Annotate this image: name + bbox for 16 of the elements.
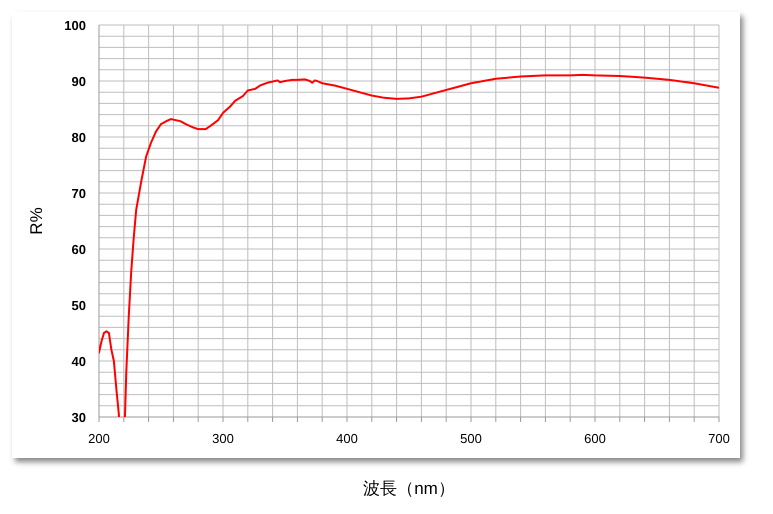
x-tick-label: 600: [584, 431, 606, 446]
x-axis-title: 波長（nm）: [363, 479, 455, 498]
y-tick-label: 80: [72, 130, 86, 145]
x-tick-label: 500: [460, 431, 482, 446]
y-tick-label: 70: [72, 186, 86, 201]
x-tick-label: 300: [212, 431, 234, 446]
y-tick-label: 50: [72, 298, 86, 313]
y-tick-label: 30: [72, 410, 86, 425]
y-tick-label: 90: [72, 74, 86, 89]
y-axis-title: R%: [27, 207, 46, 235]
y-tick-label: 60: [72, 242, 86, 257]
x-tick-label: 200: [88, 431, 110, 446]
x-tick-label: 400: [336, 431, 358, 446]
y-tick-label: 100: [64, 18, 86, 33]
y-tick-label: 40: [72, 354, 86, 369]
x-tick-label: 700: [708, 431, 730, 446]
